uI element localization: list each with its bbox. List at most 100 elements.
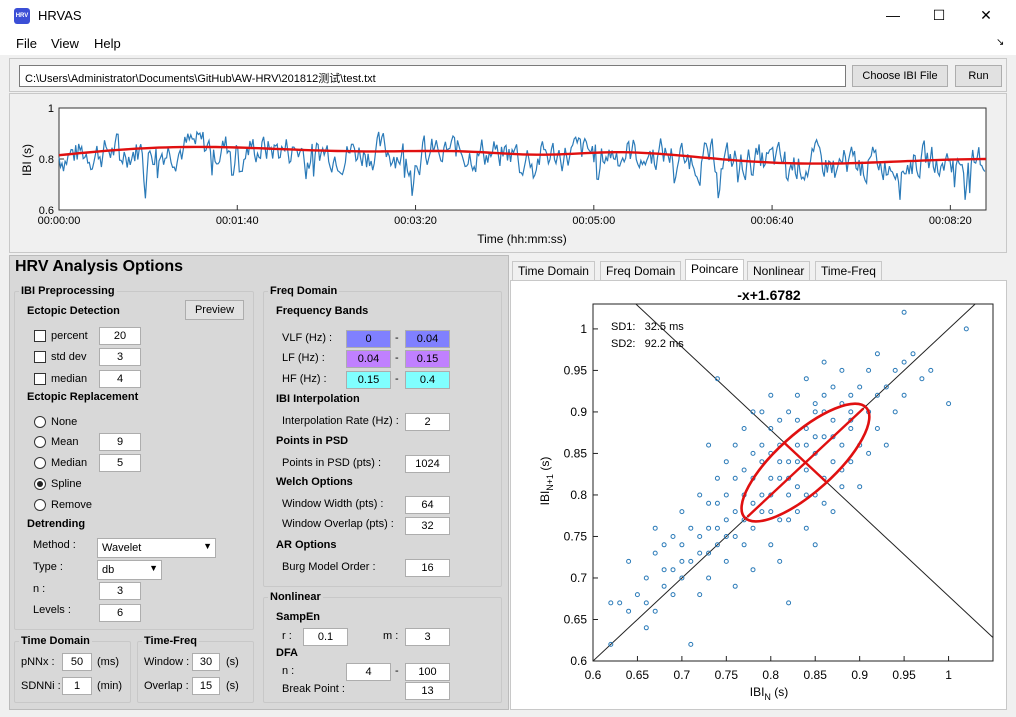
spline-radio[interactable] [34,478,46,490]
preview-button[interactable]: Preview [185,300,244,320]
r-input[interactable]: 0.1 [303,628,348,646]
levels-input[interactable]: 6 [99,604,141,622]
pnnx-unit: (ms) [97,656,119,668]
median-replace-input[interactable]: 5 [99,454,141,472]
toolbar-arrow-icon[interactable]: ↘ [996,37,1005,48]
window-input[interactable]: 30 [192,653,220,671]
window-overlap-input[interactable]: 32 [405,517,450,535]
poincare-point [848,409,854,415]
choose-ibi-file-button[interactable]: Choose IBI File [852,65,948,87]
ibi-ytick-label: 0.6 [39,205,54,217]
overlap-input[interactable]: 15 [192,677,220,695]
sdnni-input[interactable]: 1 [62,677,92,695]
window-label: Window : [144,656,190,668]
maximize-button[interactable]: ☐ [932,7,946,23]
vlf-low-input[interactable]: 0 [346,330,391,348]
lf-high-input[interactable]: 0.15 [405,350,450,368]
poincare-point [848,392,854,398]
median-label: median [51,373,88,385]
m-input[interactable]: 3 [405,628,450,646]
percent-input[interactable]: 20 [99,327,141,345]
median-checkbox[interactable] [34,373,46,385]
poincare-point [706,575,712,581]
poincare-point [768,392,774,398]
mean-radio[interactable] [34,436,46,448]
poincare-point [688,525,694,531]
poincare-point [848,417,854,423]
median-replace-radio[interactable] [34,457,46,469]
poincare-point [794,509,800,515]
tab-time-domain[interactable]: Time Domain [512,261,595,280]
remove-radio[interactable] [34,499,46,511]
std-dev-checkbox[interactable] [34,351,46,363]
poincare-point [759,459,765,465]
poincare-point [732,475,738,481]
spline-label: Spline [51,478,82,490]
std-dev-label: std dev [51,351,87,363]
std-dev-input[interactable]: 3 [99,348,141,366]
poincare-point [874,351,880,357]
vlf-high-input[interactable]: 0.04 [405,330,450,348]
pnnx-input[interactable]: 50 [62,653,92,671]
ectopic-replacement-label: Ectopic Replacement [27,391,139,403]
ibi-ytick-label: 1 [48,103,54,115]
poincare-point [866,450,872,456]
poincare-point [883,442,889,448]
poincare-xtick-label: 0.95 [892,668,916,682]
hf-low-input[interactable]: 0.15 [346,371,391,389]
poincare-point [874,426,880,431]
run-button[interactable]: Run [955,65,1002,87]
minimize-button[interactable]: — [886,7,900,23]
dfa-n-low-input[interactable]: 4 [346,663,391,681]
menu-help[interactable]: Help [94,36,121,51]
ibi-plot-panel [9,93,1007,253]
hf-high-input[interactable]: 0.4 [405,371,450,389]
dfa-n-high-input[interactable]: 100 [405,663,450,681]
poincare-point [768,475,774,481]
lf-low-input[interactable]: 0.04 [346,350,391,368]
poincare-point [777,558,783,564]
window-title: HRVAS [38,8,82,23]
percent-checkbox[interactable] [34,330,46,342]
poincare-point [874,392,880,398]
poincare-point [679,575,685,581]
psd-points-input[interactable]: 1024 [405,455,450,473]
poincare-point [741,542,747,548]
method-select[interactable]: Wavelet ▼ [97,538,216,558]
method-value: Wavelet [102,542,142,554]
type-select[interactable]: db ▼ [97,560,162,580]
poincare-point [946,401,952,407]
menu-view[interactable]: View [51,36,79,51]
file-path-input[interactable]: C:\Users\Administrator\Documents\GitHub\… [19,65,846,87]
menu-file[interactable]: File [16,36,37,51]
dfa-n-label: n : [282,665,295,677]
poincare-point [697,534,703,539]
poincare-ytick-label: 0.75 [564,529,588,543]
break-point-input[interactable]: 13 [405,682,450,700]
poincare-point [714,525,720,531]
tab-freq-domain[interactable]: Freq Domain [600,261,682,280]
median-input[interactable]: 4 [99,370,141,388]
mean-input[interactable]: 9 [99,433,141,451]
none-radio[interactable] [34,416,46,428]
poincare-point [794,442,800,448]
poincare-point [794,392,800,398]
burg-order-input[interactable]: 16 [405,559,450,577]
interpolation-rate-input[interactable]: 2 [405,413,450,431]
psd-points-label: Points in PSD (pts) : [282,457,382,469]
tab-nonlinear[interactable]: Nonlinear [747,261,811,280]
overlap-label: Overlap : [144,680,189,692]
poincare-point [786,492,792,498]
poincare-point [768,509,774,515]
poincare-point [750,409,756,415]
tab-time-freq[interactable]: Time-Freq [815,261,882,280]
ibi-xtick-label: 00:08:20 [929,215,972,227]
chevron-down-icon: ▼ [149,563,158,573]
window-width-input[interactable]: 64 [405,496,450,514]
poincare-ytick-label: 0.95 [564,363,588,377]
tab-poincare[interactable]: Poincare [685,259,745,281]
close-button[interactable]: ✕ [980,7,992,23]
poincare-point [679,542,685,548]
n-input[interactable]: 3 [99,582,141,600]
poincare-point [803,442,809,448]
